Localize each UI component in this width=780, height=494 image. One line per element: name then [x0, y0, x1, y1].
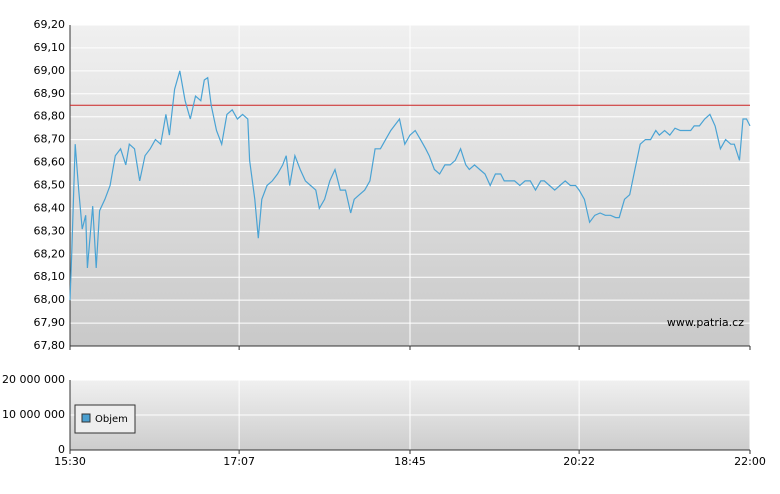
- x-tick-label: 15:30: [54, 455, 86, 468]
- y-tick-label: 68,20: [34, 247, 66, 260]
- y-tick-label: 68,30: [34, 224, 66, 237]
- y-tick-label: 69,10: [34, 41, 66, 54]
- x-tick-label: 17:07: [223, 455, 255, 468]
- x-tick-label: 20:22: [563, 455, 595, 468]
- y-tick-label: 68,80: [34, 110, 66, 123]
- y-tick-label: 68,00: [34, 293, 66, 306]
- y-tick-label: 68,40: [34, 201, 66, 214]
- price-line: [69, 70, 751, 301]
- y-tick-label: 69,20: [34, 18, 66, 31]
- y-tick-label: 68,60: [34, 156, 66, 169]
- y-tick-label: 68,90: [34, 87, 66, 100]
- y-tick-label: 67,90: [34, 316, 66, 329]
- y-tick-label: 68,50: [34, 179, 66, 192]
- y-tick-label: 68,70: [34, 133, 66, 146]
- y-tick-label: 67,80: [34, 339, 66, 352]
- y-tick-label: 0: [58, 443, 65, 456]
- legend-swatch: [81, 413, 91, 423]
- watermark: www.patria.cz: [667, 316, 744, 329]
- legend-label: Objem: [95, 414, 128, 425]
- y-tick-label: 69,00: [34, 64, 66, 77]
- y-tick-label: 68,10: [34, 270, 66, 283]
- x-tick-label: 22:00: [734, 455, 766, 468]
- x-tick-label: 18:45: [394, 455, 426, 468]
- y-tick-label: 20 000 000: [2, 373, 65, 386]
- y-tick-label: 10 000 000: [2, 408, 65, 421]
